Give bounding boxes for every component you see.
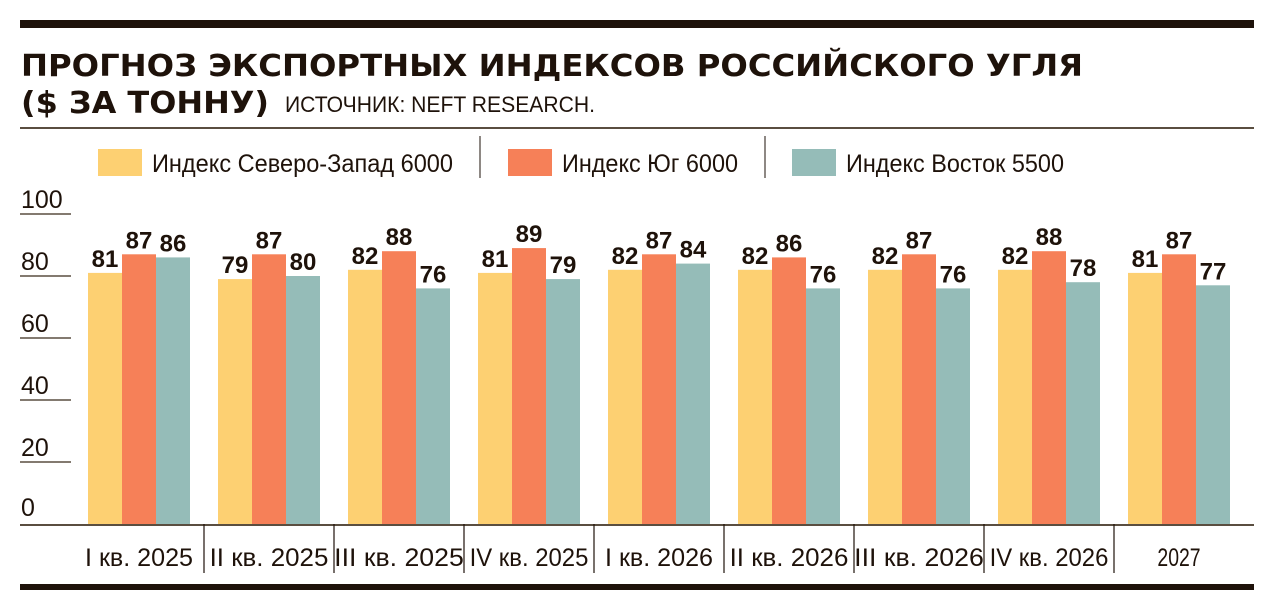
bar: [1032, 251, 1066, 524]
bar: [806, 288, 840, 524]
bars: 81 87 86 I кв. 2025 79 87 80 II кв. 2025 82 88 76 I…: [85, 221, 1230, 573]
bar: [772, 257, 806, 524]
legend-swatch: [792, 149, 836, 176]
bar: [416, 288, 450, 524]
bar-value-label: 77: [1200, 258, 1227, 285]
bar: [218, 279, 252, 524]
bar-value-label: 84: [680, 237, 707, 264]
bar-value-label: 86: [776, 230, 803, 257]
axes: 0 20 40 60 80 100: [20, 186, 1254, 526]
top-rule: [20, 20, 1254, 28]
bar: [676, 263, 710, 524]
bar-value-label: 81: [1132, 246, 1159, 273]
bar: [936, 288, 970, 524]
legend-label: Индекс Восток 5500: [846, 150, 1064, 178]
bar-value-label: 76: [940, 261, 967, 288]
x-category-label: I кв. 2025: [85, 544, 193, 572]
bar-value-label: 79: [550, 252, 577, 279]
y-tick-label: 100: [21, 186, 63, 214]
chart-subtitle: ($ ЗА ТОННУ): [21, 86, 269, 121]
bar-value-label: 87: [906, 227, 933, 254]
bar: [512, 248, 546, 524]
bar-value-label: 81: [92, 246, 119, 273]
legend-swatch: [98, 149, 142, 176]
bar: [478, 272, 512, 524]
x-category-label: II кв. 2026: [730, 544, 849, 572]
bar: [348, 269, 382, 524]
x-category-label: 2027: [1157, 544, 1200, 572]
bar: [546, 279, 580, 524]
legend-swatch: [508, 149, 552, 176]
chart-source: ИСТОЧНИК: NEFT RESEARCH.: [285, 92, 595, 117]
bar-value-label: 82: [1002, 243, 1029, 270]
x-category-label: I кв. 2026: [605, 544, 713, 572]
bottom-rule: [20, 584, 1254, 590]
bar: [608, 269, 642, 524]
bar-value-label: 88: [386, 224, 413, 251]
bar: [1066, 282, 1100, 524]
bar: [998, 269, 1032, 524]
bar: [122, 254, 156, 525]
bar-value-label: 82: [612, 243, 639, 270]
bar-value-label: 87: [646, 227, 673, 254]
bar-value-label: 76: [420, 261, 447, 288]
bar-value-label: 87: [1166, 227, 1193, 254]
bar-value-label: 87: [126, 227, 153, 254]
x-category-label: IV кв. 2025: [470, 544, 589, 572]
header-rule: [20, 127, 1254, 129]
bar: [1162, 254, 1196, 525]
x-category-label: IV кв. 2026: [990, 544, 1109, 572]
bar: [868, 269, 902, 524]
bar: [382, 251, 416, 524]
bar-value-label: 86: [160, 230, 187, 257]
bar-value-label: 79: [222, 252, 249, 279]
bar: [286, 276, 320, 524]
bar-value-label: 76: [810, 261, 837, 288]
legend-label: Индекс Юг 6000: [562, 150, 738, 178]
bar: [88, 272, 122, 524]
bar-value-label: 89: [516, 221, 543, 248]
x-category-label: II кв. 2025: [210, 544, 329, 572]
bar-value-label: 88: [1036, 224, 1063, 251]
bar-value-label: 78: [1070, 255, 1097, 282]
bar: [1128, 272, 1162, 524]
x-category-label: III кв. 2025: [334, 544, 464, 572]
y-tick-label: 60: [21, 310, 49, 338]
legend-label: Индекс Северо-Запад 6000: [152, 150, 453, 178]
y-tick-label: 40: [21, 372, 49, 400]
bar: [902, 254, 936, 525]
bar: [1196, 285, 1230, 524]
bar-value-label: 82: [872, 243, 899, 270]
bar-value-label: 87: [256, 227, 283, 254]
bar-value-label: 82: [352, 243, 379, 270]
y-tick-label: 0: [21, 494, 35, 522]
chart-title: ПРОГНОЗ ЭКСПОРТНЫХ ИНДЕКСОВ РОССИЙСКОГО …: [21, 48, 1083, 84]
x-category-label: III кв. 2026: [854, 544, 984, 572]
bar: [156, 257, 190, 524]
legend: Индекс Северо-Запад 6000 Индекс Юг 6000 Ин…: [98, 136, 1064, 178]
bar-value-label: 81: [482, 246, 509, 273]
bar: [642, 254, 676, 525]
bar-value-label: 80: [290, 249, 317, 276]
bar-value-label: 82: [742, 243, 769, 270]
bar: [738, 269, 772, 524]
bar: [252, 254, 286, 525]
y-tick-label: 20: [21, 434, 49, 462]
y-tick-label: 80: [21, 248, 49, 276]
